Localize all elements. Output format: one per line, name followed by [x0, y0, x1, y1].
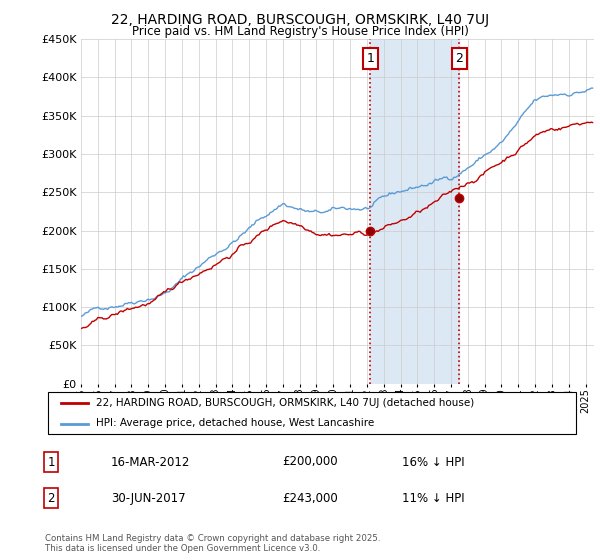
Text: 1: 1	[47, 455, 55, 469]
Text: £200,000: £200,000	[282, 455, 338, 469]
Text: 22, HARDING ROAD, BURSCOUGH, ORMSKIRK, L40 7UJ (detached house): 22, HARDING ROAD, BURSCOUGH, ORMSKIRK, L…	[95, 398, 474, 408]
Text: Price paid vs. HM Land Registry's House Price Index (HPI): Price paid vs. HM Land Registry's House …	[131, 25, 469, 39]
Text: 30-JUN-2017: 30-JUN-2017	[111, 492, 185, 505]
Text: Contains HM Land Registry data © Crown copyright and database right 2025.
This d: Contains HM Land Registry data © Crown c…	[45, 534, 380, 553]
Bar	[370, 39, 460, 384]
Text: 1: 1	[367, 52, 374, 65]
Text: £243,000: £243,000	[282, 492, 338, 505]
Text: 2: 2	[47, 492, 55, 505]
Text: 11% ↓ HPI: 11% ↓ HPI	[402, 492, 464, 505]
Text: HPI: Average price, detached house, West Lancashire: HPI: Average price, detached house, West…	[95, 418, 374, 428]
Text: 16% ↓ HPI: 16% ↓ HPI	[402, 455, 464, 469]
Text: 16-MAR-2012: 16-MAR-2012	[111, 455, 190, 469]
Text: 22, HARDING ROAD, BURSCOUGH, ORMSKIRK, L40 7UJ: 22, HARDING ROAD, BURSCOUGH, ORMSKIRK, L…	[111, 13, 489, 27]
Text: 2: 2	[455, 52, 463, 65]
